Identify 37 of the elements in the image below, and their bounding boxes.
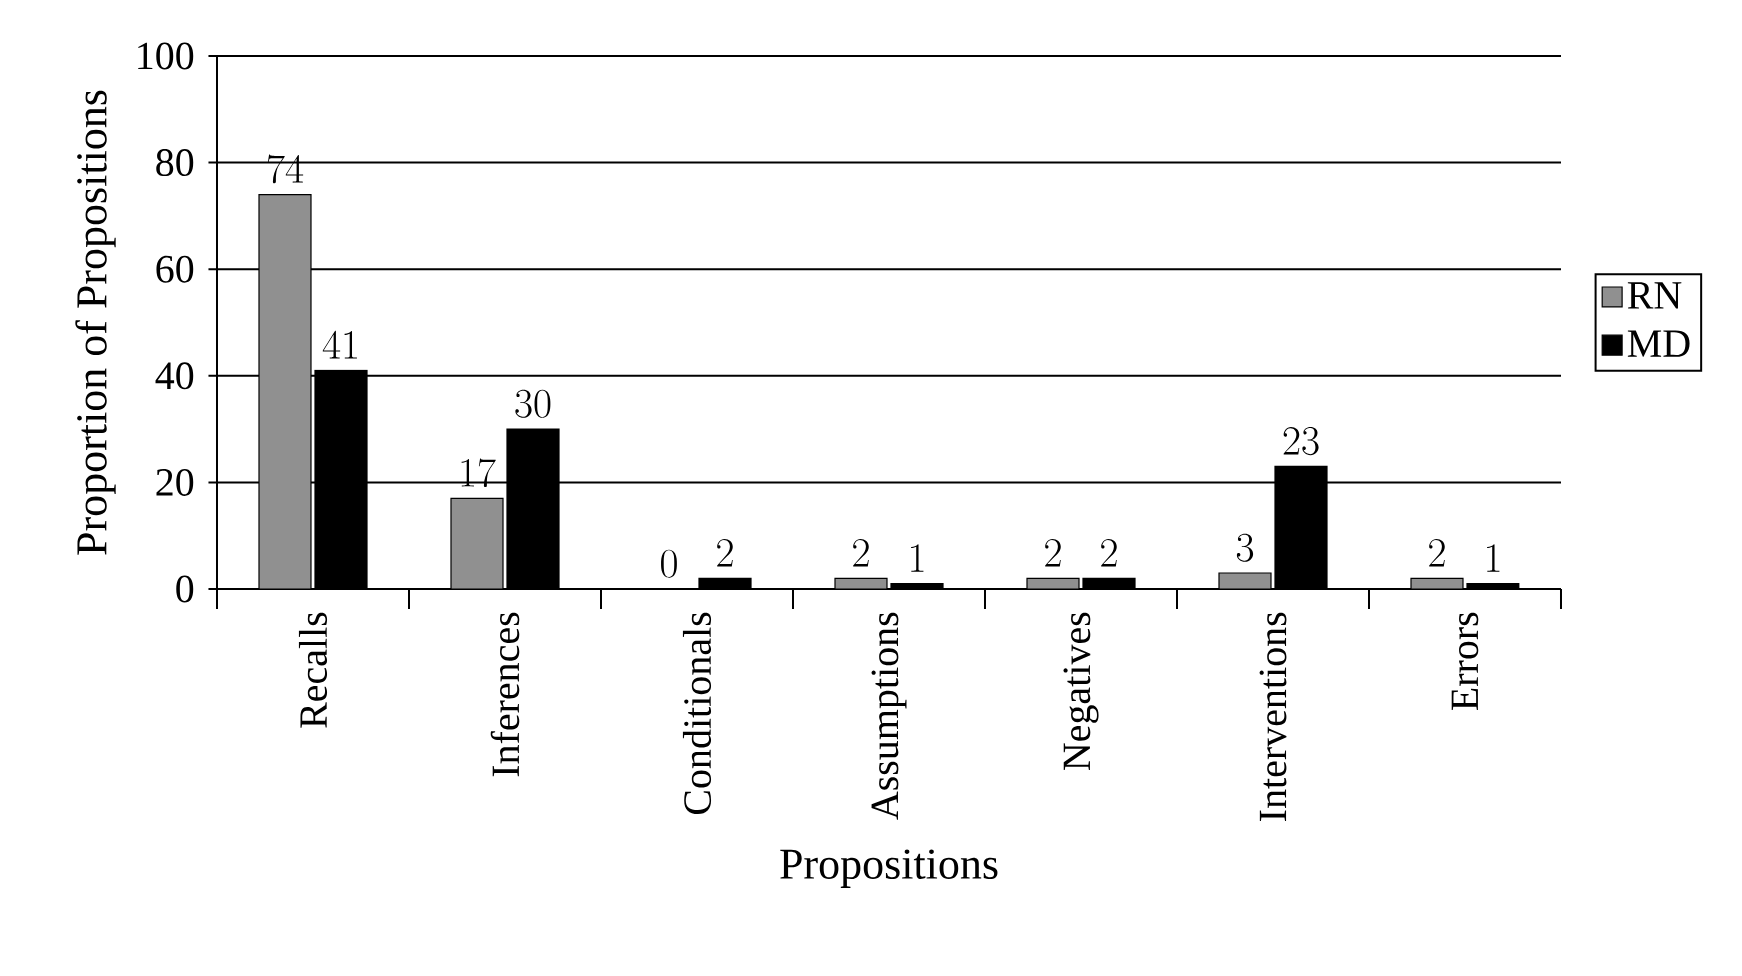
x-tick-label: Inferences: [490, 612, 520, 777]
data-label: 2: [1429, 538, 1445, 567]
data-label: 1: [1487, 544, 1500, 572]
x-axis-title: Propositions: [780, 849, 998, 888]
bar: [450, 497, 504, 589]
data-label: 2: [717, 538, 733, 567]
data-label: 1: [911, 544, 924, 572]
y-tick-label: 80: [156, 149, 194, 177]
legend-label: RN: [1627, 282, 1682, 309]
y-tick-label: 0: [176, 575, 194, 603]
data-label: 2: [1045, 538, 1061, 567]
data-label: 3: [1236, 533, 1254, 562]
bar: [258, 193, 312, 589]
bar: [890, 583, 944, 589]
y-tick-label: 60: [156, 255, 194, 283]
data-label: 0: [661, 549, 677, 578]
data-label: 2: [1101, 538, 1117, 567]
y-tick-label: 20: [156, 468, 194, 496]
x-tick-label: Recalls: [298, 612, 328, 728]
data-label: 17: [461, 458, 496, 488]
data-label: 74: [267, 154, 304, 184]
x-tick-label: Interventions: [1259, 612, 1287, 821]
x-tick-label: Negatives: [1063, 612, 1099, 771]
legend-label: MD: [1627, 330, 1690, 357]
data-label: 41: [322, 330, 357, 359]
bar: [698, 577, 752, 589]
x-tick-label: Assumptions: [871, 612, 907, 820]
y-tick-label: 100: [138, 42, 194, 70]
bar: [1082, 577, 1136, 589]
bar: [1466, 583, 1520, 589]
y-axis-title: Proportion of Propositions: [75, 90, 116, 555]
x-tick-label: Errors: [1451, 612, 1479, 711]
x-tick-label: Conditionals: [682, 612, 712, 815]
y-tick-label: 40: [155, 362, 194, 390]
data-label: 23: [1283, 427, 1319, 456]
data-label: 2: [853, 538, 869, 567]
data-label: 30: [515, 389, 551, 418]
